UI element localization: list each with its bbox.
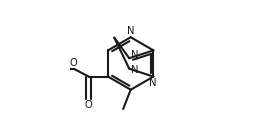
Text: N: N bbox=[127, 26, 135, 36]
Text: N: N bbox=[131, 51, 138, 60]
Text: O: O bbox=[69, 59, 77, 68]
Text: O: O bbox=[85, 100, 93, 110]
Text: N: N bbox=[131, 65, 138, 75]
Text: N: N bbox=[149, 78, 157, 87]
